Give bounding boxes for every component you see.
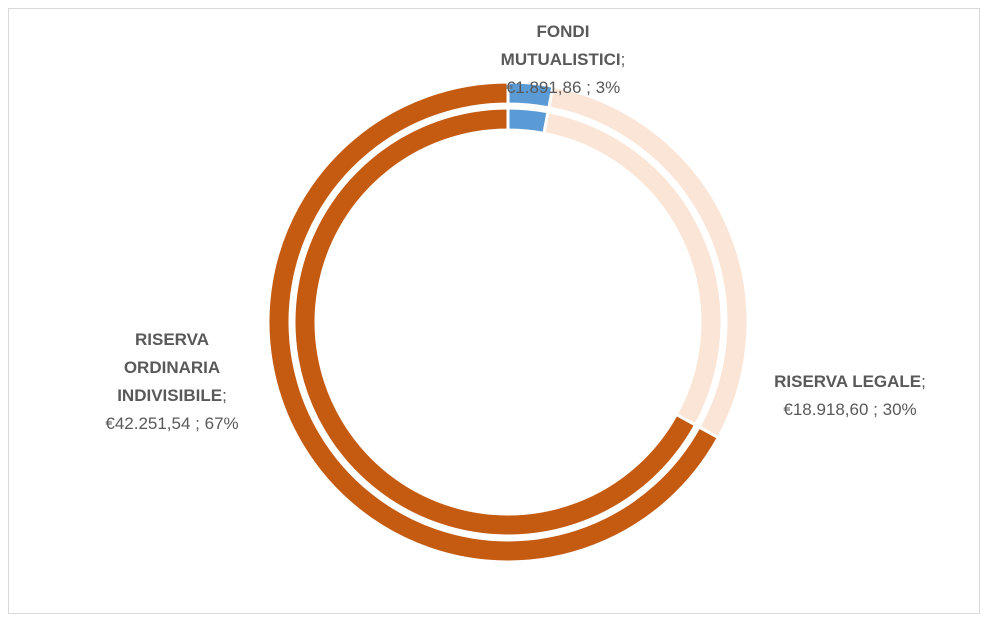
data-label: RISERVA ORDINARIA INDIVISIBILE; €42.251,5… — [92, 326, 252, 438]
category-label: FONDI MUTUALISTICI — [500, 22, 621, 69]
category-label: RISERVA LEGALE — [774, 372, 922, 391]
donut-segment — [292, 106, 698, 538]
category-label: RISERVA ORDINARIA INDIVISIBILE — [117, 330, 223, 405]
data-label: FONDI MUTUALISTICI; €1.891,86 ; 3% — [473, 18, 653, 102]
value-label: €1.891,86 ; 3% — [505, 78, 621, 97]
value-label: €42.251,54 ; 67% — [105, 414, 239, 433]
value-label: €18.918,60 ; 30% — [783, 400, 917, 419]
donut-segment — [266, 80, 721, 564]
label-separator: ; — [921, 372, 926, 391]
label-separator: ; — [222, 386, 227, 405]
data-label: RISERVA LEGALE; €18.918,60 ; 30% — [750, 368, 950, 424]
label-separator: ; — [620, 50, 626, 69]
chart-frame — [8, 8, 980, 614]
donut-segment — [542, 110, 724, 428]
donut-segment — [506, 106, 550, 136]
